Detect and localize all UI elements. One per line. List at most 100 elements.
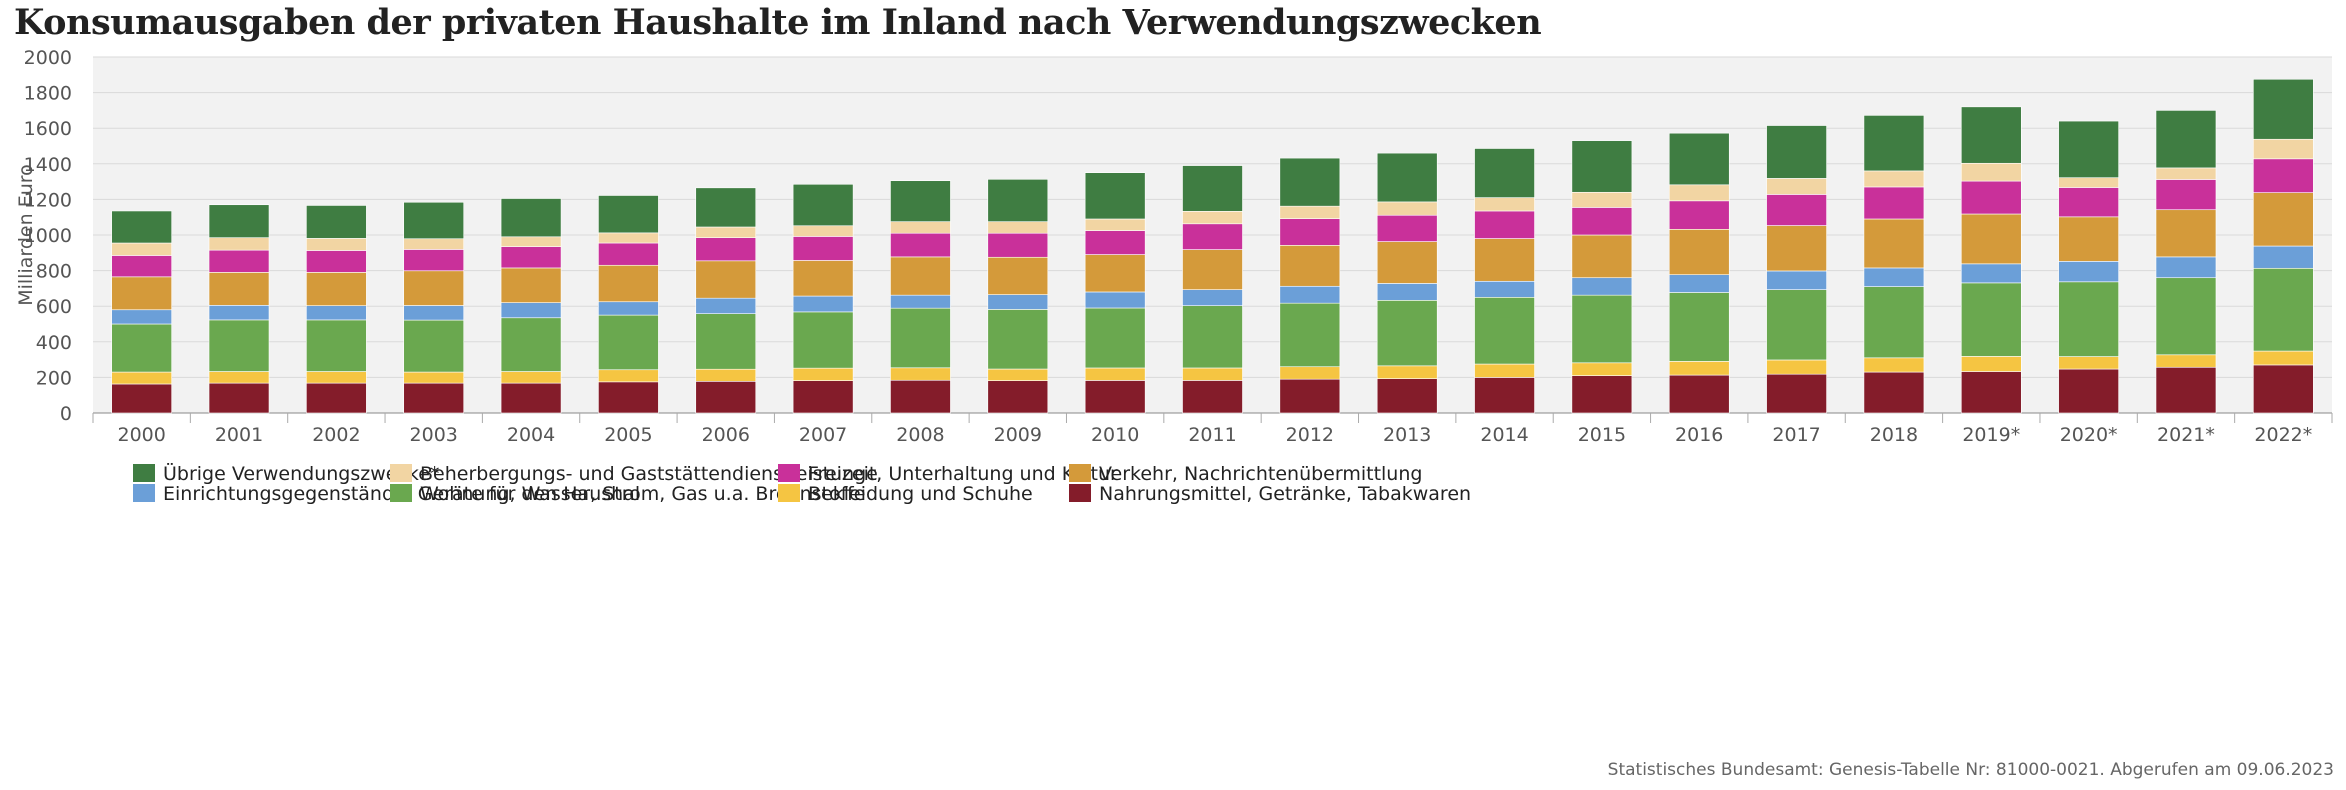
- bar-segment: [111, 242, 172, 256]
- bar-segment: [208, 237, 270, 251]
- bar-segment: [1182, 367, 1243, 381]
- bar-segment: [1766, 178, 1827, 195]
- source-note: Statistisches Bundesamt: Genesis-Tabelle…: [1607, 760, 2334, 780]
- legend-swatch: [778, 484, 800, 502]
- bar-segment: [1084, 307, 1146, 369]
- y-tick-label: 200: [36, 367, 72, 389]
- bar-segment: [1668, 274, 1730, 293]
- bar-segment: [1863, 267, 1925, 287]
- y-tick-label: 2000: [24, 47, 72, 69]
- legend-label: Wohnung, Wasser, Strom, Gas u.a. Brennst…: [420, 483, 865, 505]
- x-tick-label: 2018: [1870, 424, 1918, 446]
- bar-segment: [111, 255, 172, 278]
- bar-segment: [208, 204, 270, 238]
- bar-segment: [1571, 234, 1633, 279]
- bar-segment: [792, 236, 854, 261]
- bar-segment: [500, 246, 562, 269]
- bar-segment: [890, 232, 951, 258]
- bar-segment: [598, 195, 659, 234]
- bar-segment: [598, 381, 659, 414]
- bar-segment: [1863, 218, 1925, 269]
- bar-segment: [1376, 201, 1438, 216]
- bar-segment: [1863, 371, 1925, 414]
- bar-segment: [1960, 356, 2022, 372]
- bar-segment: [1376, 378, 1438, 414]
- bar-segment: [890, 221, 951, 234]
- bar-segment: [1474, 280, 1535, 298]
- bar-segment: [987, 294, 1049, 310]
- x-tick-label: 2022*: [2254, 424, 2312, 446]
- bar-segment: [1376, 365, 1438, 379]
- x-tick-label: 2021*: [2157, 424, 2215, 446]
- bar-segment: [695, 297, 757, 314]
- bar-segment: [306, 319, 367, 372]
- bar-segment: [598, 232, 659, 244]
- bar-segment: [598, 369, 659, 383]
- bar-segment: [500, 302, 562, 319]
- bar-segment: [1571, 362, 1633, 376]
- bar-segment: [987, 256, 1049, 295]
- bar-segment: [1571, 207, 1633, 236]
- bar-segment: [403, 319, 465, 373]
- bar-segment: [1474, 363, 1535, 378]
- bar-segment: [792, 311, 854, 369]
- bar-segment: [1571, 294, 1633, 364]
- bar-segment: [1084, 218, 1146, 231]
- bar-segment: [306, 371, 367, 384]
- x-tick-label: 2012: [1286, 424, 1334, 446]
- bar-segment: [1182, 249, 1243, 290]
- bar-segment: [2155, 277, 2217, 356]
- bar-segment: [792, 380, 854, 414]
- x-tick-label: 2008: [896, 424, 944, 446]
- bar-segment: [1474, 197, 1535, 212]
- x-tick-label: 2017: [1772, 424, 1820, 446]
- bar-segment: [792, 260, 854, 297]
- y-tick-label: 1200: [24, 189, 72, 211]
- legend-swatch: [133, 464, 155, 482]
- x-tick-label: 2020*: [2060, 424, 2118, 446]
- bar-segment: [1084, 367, 1146, 381]
- bar-segment: [1279, 285, 1341, 304]
- bar-segment: [1182, 211, 1243, 225]
- bar-segment: [695, 237, 757, 262]
- bar-segment: [2058, 281, 2119, 357]
- bar-segment: [2058, 216, 2119, 262]
- bar-segment: [792, 183, 854, 227]
- x-tick-label: 2013: [1383, 424, 1431, 446]
- bar-segment: [1960, 180, 2022, 215]
- bar-segment: [695, 187, 757, 228]
- y-tick-label: 1800: [24, 83, 72, 105]
- bar-segment: [1571, 140, 1633, 193]
- bar-segment: [306, 382, 367, 414]
- bar-segment: [695, 368, 757, 382]
- bar-segment: [1766, 125, 1827, 179]
- bar-segment: [1084, 172, 1146, 220]
- bar-segment: [208, 249, 270, 273]
- bar-segment: [1376, 152, 1438, 203]
- bar-segment: [1376, 241, 1438, 284]
- bar-segment: [987, 309, 1049, 370]
- bar-segment: [1668, 132, 1730, 186]
- bar-segment: [403, 201, 465, 240]
- bar-segment: [1960, 213, 2022, 265]
- y-tick-label: 800: [36, 261, 72, 283]
- bar-segment: [2253, 78, 2314, 140]
- bar-segment: [1474, 296, 1535, 365]
- bar-segment: [208, 305, 270, 321]
- bar-segment: [2058, 177, 2119, 188]
- x-tick-label: 2016: [1675, 424, 1723, 446]
- bar-segment: [695, 381, 757, 414]
- bar-segment: [1279, 302, 1341, 368]
- bar-segment: [1376, 300, 1438, 367]
- y-tick-label: 600: [36, 296, 72, 318]
- bar-segment: [1766, 373, 1827, 414]
- bar-segment: [1084, 291, 1146, 309]
- x-tick-label: 2010: [1091, 424, 1139, 446]
- bar-segment: [2058, 261, 2119, 283]
- bar-segment: [890, 256, 951, 296]
- bar-segment: [890, 307, 951, 369]
- bar-segment: [1766, 194, 1827, 226]
- bar-segment: [2253, 138, 2314, 160]
- bar-segment: [306, 250, 367, 273]
- y-axis-label: Milliarden Euro: [15, 164, 37, 306]
